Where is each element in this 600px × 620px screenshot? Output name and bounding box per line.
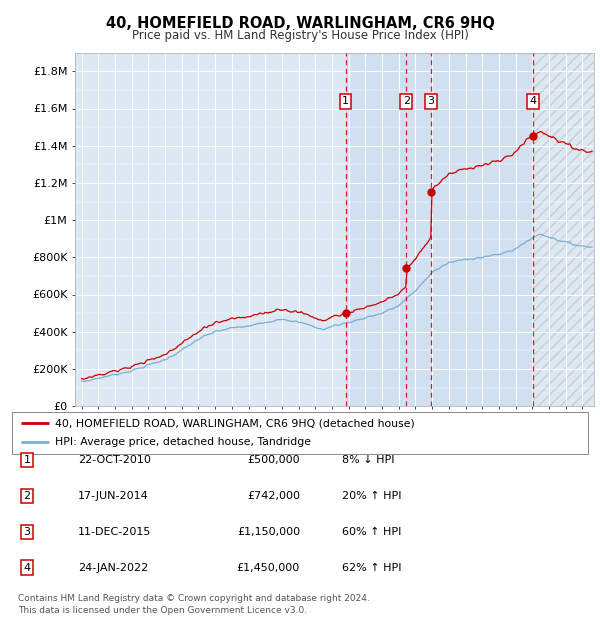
Text: HPI: Average price, detached house, Tandridge: HPI: Average price, detached house, Tand… <box>55 438 311 448</box>
Text: 17-JUN-2014: 17-JUN-2014 <box>78 491 149 501</box>
Text: 1: 1 <box>23 455 31 465</box>
Text: 62% ↑ HPI: 62% ↑ HPI <box>342 563 401 573</box>
Text: 11-DEC-2015: 11-DEC-2015 <box>78 527 151 537</box>
Text: 60% ↑ HPI: 60% ↑ HPI <box>342 527 401 537</box>
Text: 2: 2 <box>23 491 31 501</box>
Text: £1,150,000: £1,150,000 <box>237 527 300 537</box>
Bar <box>533 53 600 406</box>
Text: 40, HOMEFIELD ROAD, WARLINGHAM, CR6 9HQ (detached house): 40, HOMEFIELD ROAD, WARLINGHAM, CR6 9HQ … <box>55 418 415 428</box>
Text: 4: 4 <box>530 96 537 106</box>
Text: 24-JAN-2022: 24-JAN-2022 <box>78 563 148 573</box>
Text: £1,450,000: £1,450,000 <box>237 563 300 573</box>
Text: 2: 2 <box>403 96 410 106</box>
Text: 8% ↓ HPI: 8% ↓ HPI <box>342 455 395 465</box>
Text: 22-OCT-2010: 22-OCT-2010 <box>78 455 151 465</box>
Text: 4: 4 <box>23 563 31 573</box>
Text: 3: 3 <box>428 96 434 106</box>
Text: 20% ↑ HPI: 20% ↑ HPI <box>342 491 401 501</box>
Text: Contains HM Land Registry data © Crown copyright and database right 2024.
This d: Contains HM Land Registry data © Crown c… <box>18 593 370 615</box>
Bar <box>346 53 533 406</box>
Text: Price paid vs. HM Land Registry's House Price Index (HPI): Price paid vs. HM Land Registry's House … <box>131 29 469 42</box>
Text: £500,000: £500,000 <box>247 455 300 465</box>
Text: 3: 3 <box>23 527 31 537</box>
Text: £742,000: £742,000 <box>247 491 300 501</box>
Text: 1: 1 <box>342 96 349 106</box>
Text: 40, HOMEFIELD ROAD, WARLINGHAM, CR6 9HQ: 40, HOMEFIELD ROAD, WARLINGHAM, CR6 9HQ <box>106 16 494 30</box>
